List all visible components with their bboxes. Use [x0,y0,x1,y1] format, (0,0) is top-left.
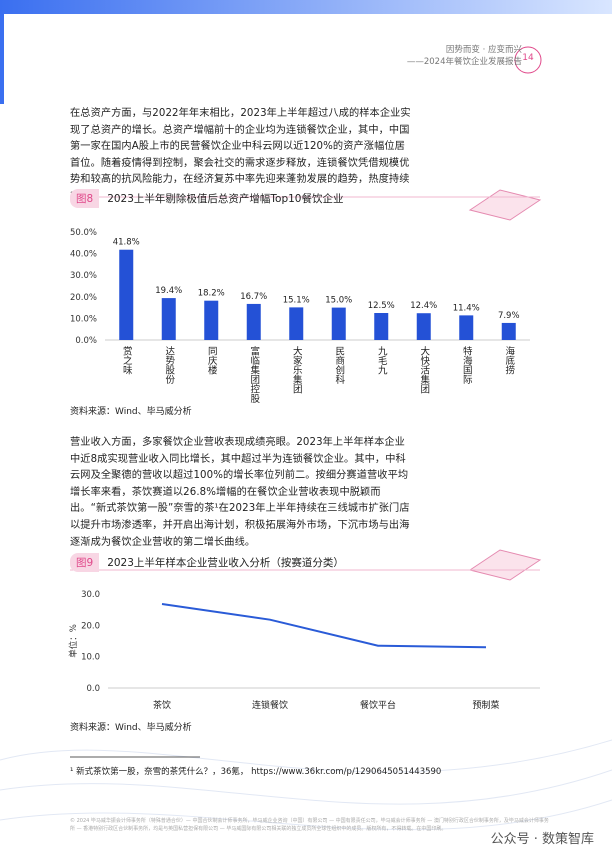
x-tick-label: 特海国际 [461,345,473,385]
x-tick-label: 海底捞 [503,345,515,375]
decor-lines [0,739,612,831]
figure-label: 图9 [70,552,100,572]
bar [416,313,431,340]
value-label: 12.5% [368,301,395,311]
y-axis-label: 单位：% [68,624,79,658]
y-tick-label: 10.0% [70,314,97,324]
header: 因势而变 · 应变而兴 ——2024年餐饮企业发展报告 [407,44,522,68]
header-subtitle: ——2024年餐饮企业发展报告 [406,57,522,67]
value-label: 15.1% [283,295,310,305]
bar [501,322,516,340]
y-tick-label: 40.0% [70,250,97,260]
source: 资料来源：Wind、毕马威分析 [70,723,192,733]
y-tick-label: 20.0% [70,293,97,303]
x-tick-label: 达势股份 [163,345,175,385]
paragraph: 营业收入方面，多家餐饮企业营收表现成绩亮眼。2023年上半年样本企业中近8成实现… [70,437,410,548]
figure-title-row: 图8 2023上半年剔除极值后总资产增幅Top10餐饮企业 [70,188,344,208]
source: 资料来源：Wind、毕马威分析 [70,407,192,417]
figure-title: 2023上半年样本企业营业收入分析（按赛道分类） [107,556,344,569]
y-tick-label: 50.0% [70,228,97,238]
value-label: 7.9% [498,311,520,321]
y-tick-label: 0.0% [75,336,97,346]
y-tick-label: 0.0 [86,684,100,694]
value-label: 16.7% [240,292,267,302]
decor [468,189,542,581]
page-circle [514,46,542,74]
y-tick-label: 10.0 [81,653,100,663]
figure-label: 图8 [70,188,100,208]
footer: © 2024 毕马威华振会计师事务所（特殊普通合伙）— 中国合伙制会计师事务所，… [70,818,549,832]
x-tick-label: 九毛九 [376,345,388,375]
x-tick-label: 大家乐集团 [291,345,303,394]
x-tick-label: 茶饮 [153,699,171,711]
y-tick-label: 20.0 [81,621,100,631]
y-tick-label: 30.0 [81,590,100,600]
value-label: 18.2% [198,289,225,299]
bar [374,313,389,340]
watermark: 公众号 · 数策智库 [490,832,594,847]
figure-title-row: 图9 2023上半年样本企业营业收入分析（按赛道分类） [70,552,344,572]
header-title: 因势而变 · 应变而兴 [445,45,522,55]
bar [459,315,474,340]
value-label: 12.4% [410,301,437,311]
x-tick-label: 连锁餐饮 [252,699,288,711]
bar [331,307,346,340]
x-tick-label: 餐饮平台 [360,699,396,711]
figure-title: 2023上半年剔除极值后总资产增幅Top10餐饮企业 [107,192,344,205]
bar [289,307,304,340]
x-tick-label: 预制菜 [472,699,499,711]
line [161,603,487,649]
value-label: 15.0% [325,296,352,306]
bar [119,249,134,340]
footnote: ¹ 新式茶饮第一股，奈雪的茶凭什么？，36氪， https://www.36kr… [70,767,442,777]
value-label: 11.4% [453,303,480,313]
x-tick-label: 同庆楼 [206,346,218,375]
bar [204,300,219,340]
side-band [0,14,4,104]
bar [246,303,261,340]
page-number: 14 [522,53,534,63]
x-tick-label: 赏之味 [121,345,133,375]
x-tick-label: 大快活集团 [418,345,430,394]
bar [161,298,176,340]
value-label: 41.8% [113,238,140,248]
x-tick-label: 民商创科 [333,346,345,385]
y-tick-label: 30.0% [70,271,97,281]
top-band [0,0,612,14]
value-label: 19.4% [155,286,182,296]
x-tick-label: 富临集团控股 [248,345,260,404]
